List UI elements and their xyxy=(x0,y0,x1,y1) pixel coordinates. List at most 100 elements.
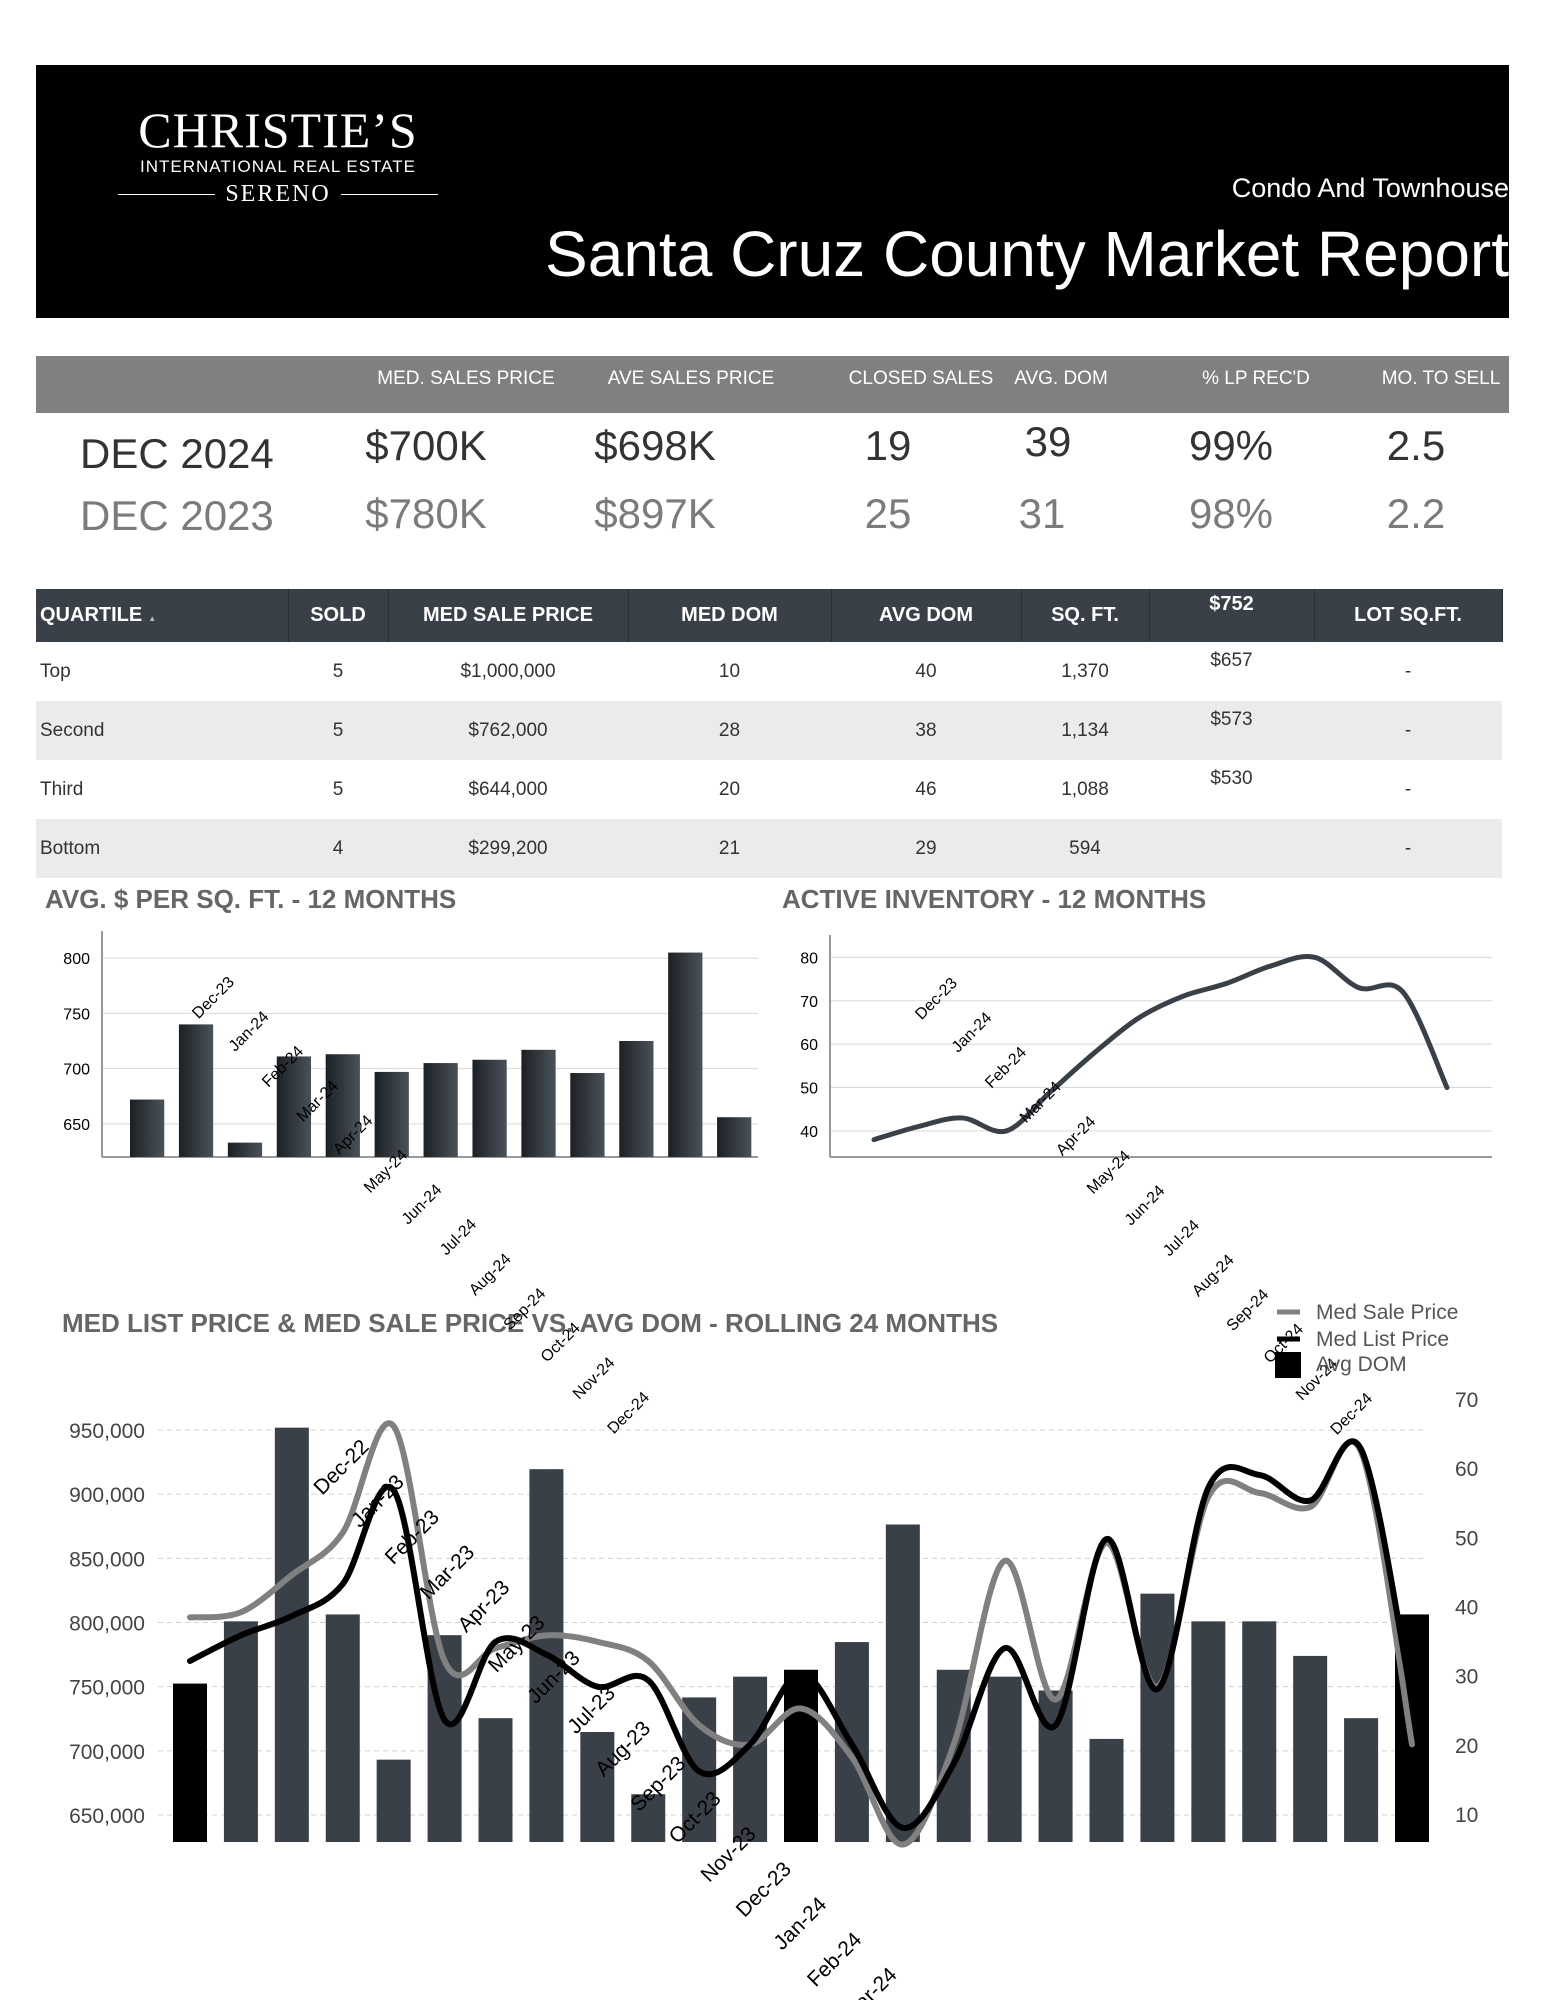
dom-bar xyxy=(376,1759,411,1842)
dom-bar xyxy=(580,1732,615,1842)
col-sold[interactable]: SOLD xyxy=(288,589,389,642)
bar xyxy=(325,1054,360,1157)
bar xyxy=(619,1040,654,1157)
stats-col-avg-dom: AVG. DOM xyxy=(1014,368,1108,389)
cell-lot-sqft: - xyxy=(1404,778,1412,800)
col-med-sale-price[interactable]: MED SALE PRICE xyxy=(388,589,629,642)
bar xyxy=(423,1063,458,1157)
cell-sq-ft: 1,370 xyxy=(1061,660,1109,682)
y-left-tick-label: 800,000 xyxy=(69,1613,145,1636)
cell-lot-sqft: - xyxy=(1404,660,1412,682)
stats-header-bar: MED. SALES PRICE AVE SALES PRICE CLOSED … xyxy=(36,356,1509,413)
cell-quartile: Bottom xyxy=(36,819,288,878)
y-tick-label: 800 xyxy=(63,951,90,968)
x-tick-label: Apr-23 xyxy=(454,1576,515,1637)
x-tick-label: Apr-24 xyxy=(1053,1113,1099,1159)
y-left-tick-label: 750,000 xyxy=(69,1677,145,1700)
y-left-tick-label: 700,000 xyxy=(69,1741,145,1764)
col-quartile[interactable]: QUARTILE ▲ xyxy=(36,589,289,642)
x-tick-label: Sep-24 xyxy=(501,1285,550,1334)
dom-bar xyxy=(173,1683,207,1842)
cell-sq-ft: 594 xyxy=(1021,819,1149,878)
logo-line2: INTERNATIONAL REAL ESTATE xyxy=(140,157,416,176)
x-tick-label: Dec-23 xyxy=(912,975,961,1024)
bar xyxy=(178,1024,214,1157)
cell-med-sale-price: $1,000,000 xyxy=(460,660,556,682)
y-tick-label: 70 xyxy=(800,994,818,1011)
col-lot-sqft[interactable]: LOT SQ.FT. xyxy=(1314,589,1503,642)
y-left-tick-label: 900,000 xyxy=(69,1484,145,1507)
x-tick-label: Mar-24 xyxy=(838,1963,902,2000)
logo-line1: CHRISTIE’S xyxy=(138,102,418,158)
col-price-per-sqft[interactable]: $752 xyxy=(1149,589,1315,642)
dom-bar xyxy=(987,1676,1022,1842)
x-tick-label: May-24 xyxy=(1084,1148,1134,1198)
cell-avg-dom: 46 xyxy=(915,778,937,800)
inventory-line xyxy=(871,954,1450,1143)
stats-2023-ave-sales: $897K xyxy=(594,490,716,537)
stats-2024-lp-recd: 99% xyxy=(1188,422,1274,469)
cell-avg-dom: 38 xyxy=(831,701,1021,760)
cell-price-per-sqft: $657 xyxy=(1210,650,1253,671)
bar xyxy=(668,952,703,1157)
table-row: Second 5 $762,000 28 38 1,134 $573 - xyxy=(36,701,1502,760)
x-tick-label: Aug-24 xyxy=(466,1251,515,1300)
y-tick-label: 60 xyxy=(800,1037,818,1054)
bar xyxy=(374,1071,409,1157)
cell-med-dom: 28 xyxy=(628,701,831,760)
cell-price-per-sqft: $530 xyxy=(1210,768,1253,789)
stats-col-ave-sales: AVE SALES PRICE xyxy=(607,368,775,389)
dom-bar xyxy=(1242,1621,1277,1842)
x-tick-label: Dec-23 xyxy=(732,1858,796,1922)
stats-2023-mo-to-sell: 2.2 xyxy=(1386,490,1446,537)
stats-2024-closed-sales: 19 xyxy=(864,422,912,469)
stats-2024-mo-to-sell: 2.5 xyxy=(1386,422,1446,469)
x-tick-label: Mar-24 xyxy=(1017,1079,1065,1127)
dom-bar xyxy=(1293,1655,1328,1842)
x-tick-label: Jul-23 xyxy=(563,1682,620,1739)
dom-bar xyxy=(274,1427,309,1842)
cell-med-dom: 10 xyxy=(718,660,741,682)
y-right-tick-label: 30 xyxy=(1455,1666,1478,1689)
x-tick-label: Jul-24 xyxy=(437,1216,480,1259)
dom-bar xyxy=(1140,1593,1175,1842)
y-tick-label: 50 xyxy=(800,1081,818,1098)
y-tick-label: 80 xyxy=(800,950,818,967)
x-tick-label: Dec-23 xyxy=(189,974,238,1023)
bar xyxy=(276,1056,312,1157)
cell-sq-ft: 1,088 xyxy=(1061,778,1109,800)
cell-avg-dom: 29 xyxy=(831,819,1021,878)
rolling-chart-title: MED LIST PRICE & MED SALE PRICE VS. AVG … xyxy=(62,1308,999,1338)
stats-2023-closed-sales: 25 xyxy=(864,490,912,537)
y-right-tick-label: 60 xyxy=(1455,1458,1478,1481)
y-right-tick-label: 10 xyxy=(1455,1804,1478,1827)
cell-quartile: Third xyxy=(40,778,84,800)
ppsf-chart-title: AVG. $ PER SQ. FT. - 12 MONTHS xyxy=(45,884,457,914)
y-tick-label: 700 xyxy=(63,1062,90,1079)
dom-bar xyxy=(478,1718,513,1842)
x-tick-label: Nov-24 xyxy=(570,1354,619,1403)
cell-med-sale-price: $644,000 xyxy=(468,778,548,800)
cell-med-dom: 20 xyxy=(718,778,741,800)
col-avg-dom[interactable]: AVG DOM xyxy=(831,589,1022,642)
cell-lot-sqft: - xyxy=(1314,819,1502,878)
cell-quartile: Top xyxy=(40,660,71,682)
y-right-tick-label: 40 xyxy=(1455,1597,1478,1620)
cell-sold: 5 xyxy=(288,701,388,760)
sort-caret-icon: ▲ xyxy=(148,614,157,623)
x-tick-label: Jan-24 xyxy=(226,1008,273,1055)
x-tick-label: Aug-24 xyxy=(1189,1252,1238,1301)
x-tick-label: Jan-24 xyxy=(949,1009,996,1056)
logo-line3: SERENO xyxy=(108,181,448,208)
cell-sq-ft: 1,134 xyxy=(1021,701,1149,760)
quartile-table: QUARTILE ▲ SOLD MED SALE PRICE MED DOM AV… xyxy=(36,589,1503,878)
col-med-dom[interactable]: MED DOM xyxy=(628,589,832,642)
y-left-tick-label: 650,000 xyxy=(69,1805,145,1828)
dom-bar xyxy=(631,1794,666,1842)
x-tick-label: Oct-24 xyxy=(538,1320,584,1366)
x-tick-label: Sep-24 xyxy=(1224,1286,1273,1335)
col-sq-ft[interactable]: SQ. FT. xyxy=(1021,589,1150,642)
dom-bar xyxy=(223,1621,258,1842)
cell-med-dom: 21 xyxy=(628,819,831,878)
